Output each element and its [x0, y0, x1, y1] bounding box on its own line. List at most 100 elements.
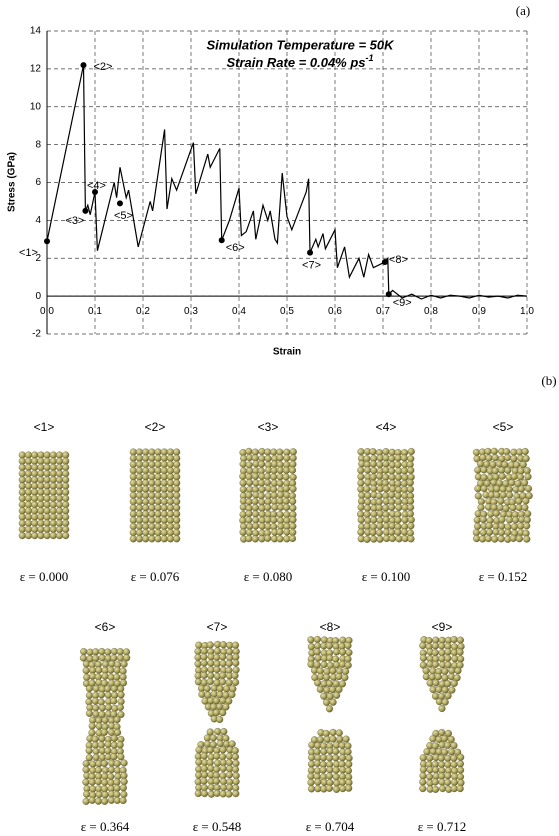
- atom: [358, 492, 365, 499]
- atom: [339, 649, 346, 656]
- atom: [289, 467, 296, 474]
- atom: [441, 735, 448, 742]
- atom: [343, 736, 350, 743]
- atom: [389, 486, 396, 493]
- atom: [214, 666, 221, 673]
- point-label: <6>: [226, 242, 245, 254]
- atom: [271, 492, 278, 499]
- atom: [444, 761, 451, 768]
- atom: [308, 636, 315, 643]
- atom: [283, 474, 290, 481]
- point-label: <1>: [19, 247, 38, 259]
- atom: [370, 536, 377, 543]
- atom: [31, 526, 38, 533]
- atom: [264, 479, 271, 486]
- atom: [370, 517, 377, 524]
- atom: [326, 785, 333, 792]
- atom-cluster: [419, 636, 464, 793]
- atom: [283, 498, 290, 505]
- atom: [56, 452, 63, 459]
- atom: [108, 766, 115, 773]
- atom: [62, 520, 69, 527]
- atom: [320, 754, 327, 761]
- atom: [161, 449, 168, 456]
- atom: [111, 685, 118, 692]
- atom: [167, 455, 174, 462]
- atom: [114, 716, 121, 723]
- atom: [31, 532, 38, 539]
- atom: [264, 473, 271, 480]
- atom: [480, 516, 487, 523]
- snapshot-strain: ε = 0.704: [306, 819, 355, 834]
- atom: [457, 637, 464, 644]
- atom: [207, 672, 214, 679]
- atom: [271, 467, 278, 474]
- x-tick-label: 0.4: [232, 306, 246, 317]
- atom: [142, 504, 149, 511]
- atom: [62, 501, 69, 508]
- atom: [333, 692, 340, 699]
- atom: [195, 772, 202, 779]
- atom: [522, 504, 529, 511]
- atom: [62, 489, 69, 496]
- atom: [92, 648, 99, 655]
- atom: [308, 786, 315, 793]
- atom: [56, 526, 63, 533]
- atom: [136, 473, 143, 480]
- atom: [44, 526, 51, 533]
- atom: [155, 492, 162, 499]
- atom: [407, 504, 414, 511]
- atom: [226, 791, 233, 798]
- atom: [149, 517, 156, 524]
- atom: [113, 791, 120, 798]
- atom: [149, 492, 156, 499]
- atom: [136, 449, 143, 456]
- atom: [44, 501, 51, 508]
- atom: [232, 766, 239, 773]
- atom: [130, 529, 137, 536]
- atom: [161, 480, 168, 487]
- atom: [289, 498, 296, 505]
- atom: [486, 455, 493, 462]
- atom: [376, 523, 383, 530]
- atom: [245, 448, 252, 455]
- atom: [321, 661, 328, 668]
- atom: [220, 697, 227, 704]
- atom: [173, 511, 180, 518]
- atom: [346, 755, 353, 762]
- atom: [38, 507, 45, 514]
- atom: [99, 704, 106, 711]
- atom: [308, 742, 315, 749]
- atom: [358, 529, 365, 536]
- atom: [25, 501, 32, 508]
- atom: [442, 668, 449, 675]
- atom: [19, 495, 26, 502]
- atom: [136, 467, 143, 474]
- snapshot-label: <9>: [432, 620, 453, 634]
- atom: [333, 648, 340, 655]
- atom: [149, 461, 156, 468]
- point-label: <2>: [93, 61, 112, 73]
- atom: [451, 779, 458, 786]
- atom: [167, 523, 174, 530]
- atom: [44, 532, 51, 539]
- atom: [149, 535, 156, 542]
- atom: [451, 761, 458, 768]
- atom: [161, 511, 168, 518]
- atom: [444, 680, 451, 687]
- atom: [107, 773, 114, 780]
- y-tick-label: 14: [30, 26, 42, 37]
- atom: [173, 455, 180, 462]
- atom: [323, 730, 330, 737]
- atom: [149, 455, 156, 462]
- atom: [277, 454, 284, 461]
- atom: [395, 474, 402, 481]
- atom: [98, 691, 105, 698]
- atom: [229, 691, 236, 698]
- atom: [83, 766, 90, 773]
- atom: [149, 523, 156, 530]
- atom: [219, 672, 226, 679]
- atom: [173, 504, 180, 511]
- atom: [117, 704, 124, 711]
- atom: [201, 654, 208, 661]
